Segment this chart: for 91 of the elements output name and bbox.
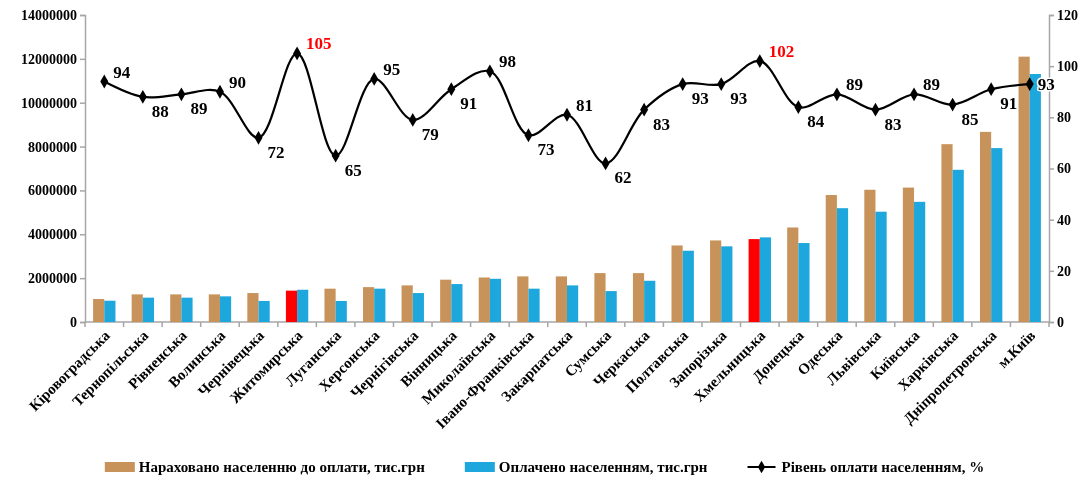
bar	[208, 294, 220, 322]
data-label: 88	[151, 101, 169, 121]
bar	[787, 227, 799, 322]
data-label: 93	[691, 89, 709, 109]
bar	[594, 273, 606, 322]
data-label: 65	[344, 160, 362, 180]
y2-tick-label: 40	[1057, 212, 1071, 228]
y2-tick-label: 0	[1057, 314, 1064, 330]
bar	[131, 294, 143, 322]
data-label: 102	[768, 42, 795, 62]
bar	[952, 169, 964, 322]
data-label: 85	[961, 109, 979, 129]
data-label: 95	[383, 59, 401, 79]
legend-label: Оплачено населенням, тис.грн	[498, 459, 708, 475]
bar	[682, 250, 694, 322]
bar	[478, 277, 490, 322]
data-label: 72	[267, 142, 285, 162]
data-label: 93	[730, 89, 748, 109]
bar	[710, 240, 722, 322]
bar	[412, 293, 424, 322]
y-tick-label: 10000000	[21, 95, 77, 111]
bar	[902, 187, 915, 322]
data-label: 94	[113, 62, 131, 82]
y-tick-label: 0	[70, 314, 77, 330]
legend-label: Рівень оплати населенням, %	[781, 459, 985, 475]
y-tick-label: 12000000	[21, 51, 77, 67]
bar	[374, 288, 386, 322]
bar	[605, 291, 617, 322]
bar	[258, 300, 270, 322]
bar	[247, 293, 259, 322]
legend-label: Нараховано населенню до оплати, тис.грн	[138, 459, 426, 475]
bar	[864, 189, 876, 322]
y2-tick-label: 80	[1057, 110, 1071, 126]
bar	[181, 297, 193, 322]
bar	[517, 276, 529, 322]
bar	[363, 287, 375, 322]
bar	[440, 279, 452, 322]
data-label: 105	[306, 34, 332, 54]
data-label: 91	[460, 94, 478, 114]
data-label: 91	[1000, 94, 1018, 114]
bar	[979, 131, 992, 322]
bar	[991, 148, 1003, 322]
bar	[1018, 56, 1030, 322]
bar	[170, 294, 182, 322]
data-label: 83	[884, 114, 902, 134]
bar	[914, 201, 926, 322]
bar	[528, 288, 540, 322]
bar	[567, 285, 579, 322]
y-tick-label: 2000000	[28, 271, 77, 287]
data-label: 89	[190, 99, 208, 119]
bar	[748, 239, 760, 322]
data-label: 79	[421, 124, 439, 144]
bar	[451, 284, 463, 322]
y-tick-label: 14000000	[21, 7, 77, 23]
data-label: 89	[923, 75, 941, 95]
y2-tick-label: 100	[1057, 59, 1078, 75]
bar	[335, 300, 347, 322]
data-label: 90	[228, 72, 246, 92]
data-label: 83	[653, 114, 671, 134]
bar	[825, 195, 837, 322]
bar	[798, 243, 810, 322]
bar	[671, 245, 683, 322]
bar	[297, 289, 309, 322]
bar	[721, 246, 733, 322]
data-label: 81	[576, 95, 593, 115]
bar	[644, 280, 656, 322]
bar	[285, 290, 298, 322]
bar	[104, 300, 116, 322]
y2-tick-label: 20	[1057, 263, 1071, 279]
bar	[219, 296, 232, 322]
y-tick-label: 6000000	[28, 183, 77, 199]
data-label: 73	[537, 140, 555, 160]
bar	[875, 211, 887, 322]
bar	[836, 208, 849, 322]
bar	[555, 276, 567, 322]
data-label: 84	[807, 112, 825, 132]
y-tick-label: 4000000	[28, 227, 77, 243]
bar	[941, 144, 953, 322]
y2-tick-label: 60	[1057, 161, 1071, 177]
y2-tick-label: 120	[1057, 7, 1078, 23]
bar	[142, 297, 155, 322]
bar	[93, 298, 105, 322]
bar	[632, 273, 645, 322]
data-label: 62	[614, 168, 632, 188]
bar	[324, 288, 336, 322]
bar	[401, 285, 413, 322]
data-label: 89	[845, 75, 863, 95]
bar	[489, 278, 502, 322]
bar	[759, 237, 771, 322]
y-tick-label: 8000000	[28, 139, 77, 155]
data-label: 98	[498, 52, 516, 72]
